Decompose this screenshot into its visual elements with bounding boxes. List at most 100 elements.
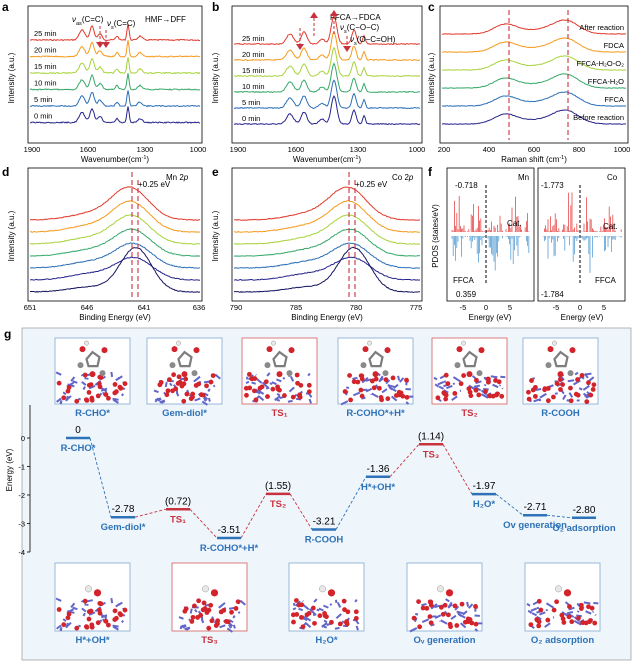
structure-top-bond-1-17 [214, 373, 221, 380]
structure-top-atom-2-12 [253, 397, 259, 403]
structure-bottom-atom-1-16 [201, 600, 207, 606]
x-axis-label-d: Binding Energy (eV) [79, 313, 151, 322]
structure-bottom-atom-2-8 [342, 607, 347, 613]
structure-bottom-label-4: O₂ adsorption [531, 635, 595, 646]
structure-bottom-bond-1-17 [239, 599, 246, 606]
structure-bottom-h-atom-4 [555, 585, 562, 593]
structure-top-atom-2-25 [252, 376, 258, 381]
state-name-8: H₂O* [473, 499, 495, 510]
tick-a-3: 1000 [190, 145, 207, 154]
structure-bottom-atom-1-11 [233, 606, 239, 611]
y-axis-label-a: Intensity (a.u.) [7, 52, 16, 103]
structure-top-atom-5-18 [584, 399, 590, 405]
panel-e-frame [231, 167, 423, 302]
structure-bottom-atom-4-5 [576, 615, 581, 621]
structure-bottom-atom-3-25 [417, 624, 423, 630]
structure-bottom-atom-4-11 [554, 599, 560, 605]
structure-top-atom-2-5 [282, 393, 287, 398]
spectrum-b-4 [233, 79, 421, 110]
structure-top-atom-2-19 [306, 382, 312, 388]
x-ticks-e: 790 785 780 775 [230, 303, 423, 312]
structure-top-bond-3-16 [346, 386, 350, 390]
structure-bottom-bond-0-5 [56, 624, 62, 630]
tick-e-0: 790 [230, 303, 243, 312]
structure-top-mol-atom-1-1 [193, 347, 200, 354]
time-label-b-2: 15 min [242, 66, 265, 75]
time-label-b-5: 0 min [242, 114, 260, 123]
structure-top-atom-5-20 [568, 398, 574, 404]
structure-top-mol-atom-2-2 [276, 371, 283, 378]
structure-bottom-atom-1-6 [195, 615, 200, 620]
tick-a-2: 1300 [137, 145, 154, 154]
structure-top-bond-5-29 [533, 398, 541, 403]
structure-top-frame-5 [522, 337, 599, 405]
x-axis-label-f-mn: Energy (eV) [469, 313, 512, 322]
structure-bottom-atom-2-25 [299, 602, 305, 608]
panel-b-title: FFCA→FDCA [330, 13, 381, 22]
structure-top-bond-2-4 [287, 399, 293, 403]
structure-bottom-bond-1-11 [178, 616, 184, 620]
structure-bottom-atom-2-0 [312, 620, 317, 626]
structure-top-atom-4-20 [490, 393, 496, 399]
state-name-5: R-COOH [305, 534, 344, 545]
structure-bottom-atom-0-17 [56, 607, 62, 612]
tick-f-mn-0: -5 [460, 303, 467, 312]
structure-top-atom-5-22 [532, 393, 538, 399]
structure-top-atom-2-22 [257, 385, 263, 391]
structure-top-bond-3-24 [378, 375, 384, 382]
structure-top-bond-4-3 [451, 395, 458, 402]
structure-bottom-0 [54, 562, 131, 632]
structure-bottom-bond-0-30 [77, 624, 81, 628]
structure-top-bond-3-14 [365, 378, 372, 382]
structure-bottom-bond-3-18 [440, 619, 448, 625]
time-labels-b: 25 min 20 min 15 min 10 min 5 min 0 min [242, 34, 265, 123]
structure-top-bond-0-19 [88, 384, 96, 390]
xps-co-curves [233, 186, 421, 293]
time-label-b-4: 5 min [242, 98, 260, 107]
structure-bottom-bond-1-24 [218, 602, 226, 609]
xps-co-3 [233, 228, 421, 257]
structure-top-atom-0-11 [82, 372, 88, 378]
tick-f-mn-1: 0 [484, 303, 488, 312]
structure-bottom-atom-0-21 [66, 611, 72, 617]
structure-top-bond-2-23 [269, 382, 273, 385]
structure-bottom-frame-0 [54, 562, 131, 632]
structure-bottom-bond-2-23 [316, 608, 320, 612]
structure-bottom-label-2: H₂O* [315, 635, 337, 646]
structure-top-atom-4-23 [499, 393, 505, 399]
structure-top-ring-0 [85, 350, 101, 368]
structure-top-bond-2-26 [271, 381, 277, 386]
structure-top-atom-4-15 [466, 386, 472, 392]
structure-top-bond-4-16 [452, 376, 461, 383]
tick-e-2: 780 [350, 303, 363, 312]
xps-co-0 [233, 186, 421, 221]
state-link-0 [89, 437, 112, 518]
xps-mn-title-orbital: p [183, 173, 189, 182]
structure-top-mol-atom-3-3 [382, 370, 389, 377]
structure-top-2 [241, 337, 318, 405]
tick-c-0: 200 [438, 145, 451, 154]
spectrum-a-3 [29, 73, 201, 91]
xps-co-shift: +0.25 eV [355, 180, 388, 189]
structure-top-bond-4-0 [498, 384, 502, 387]
structure-bottom-bond-3-25 [466, 601, 470, 607]
structure-bottom-atom-2-12 [300, 624, 306, 630]
spectrum-b-5 [233, 95, 421, 126]
structure-top-atom-3-7 [404, 394, 410, 400]
structure-top-atom-2-10 [294, 372, 300, 378]
structure-bottom-bond-2-32 [303, 615, 312, 622]
structure-top-bond-4-22 [492, 383, 499, 389]
structure-bottom-bond-2-28 [302, 604, 310, 611]
structure-bottom-bond-3-14 [434, 604, 441, 609]
structure-top-5 [522, 337, 599, 405]
structure-bottom-atom-3-2 [454, 623, 460, 628]
spectrum-a-4 [29, 90, 201, 108]
structure-bottom-atom-4-22 [536, 598, 542, 604]
structure-top-mol-atom-3-1 [384, 347, 391, 354]
panel-c-frame [439, 5, 629, 144]
structure-top-bond-0-11 [81, 381, 87, 386]
pdos-co-title: Co [607, 173, 618, 182]
structure-top-ring-5 [553, 350, 569, 368]
structure-bottom-bond-0-0 [112, 624, 119, 628]
